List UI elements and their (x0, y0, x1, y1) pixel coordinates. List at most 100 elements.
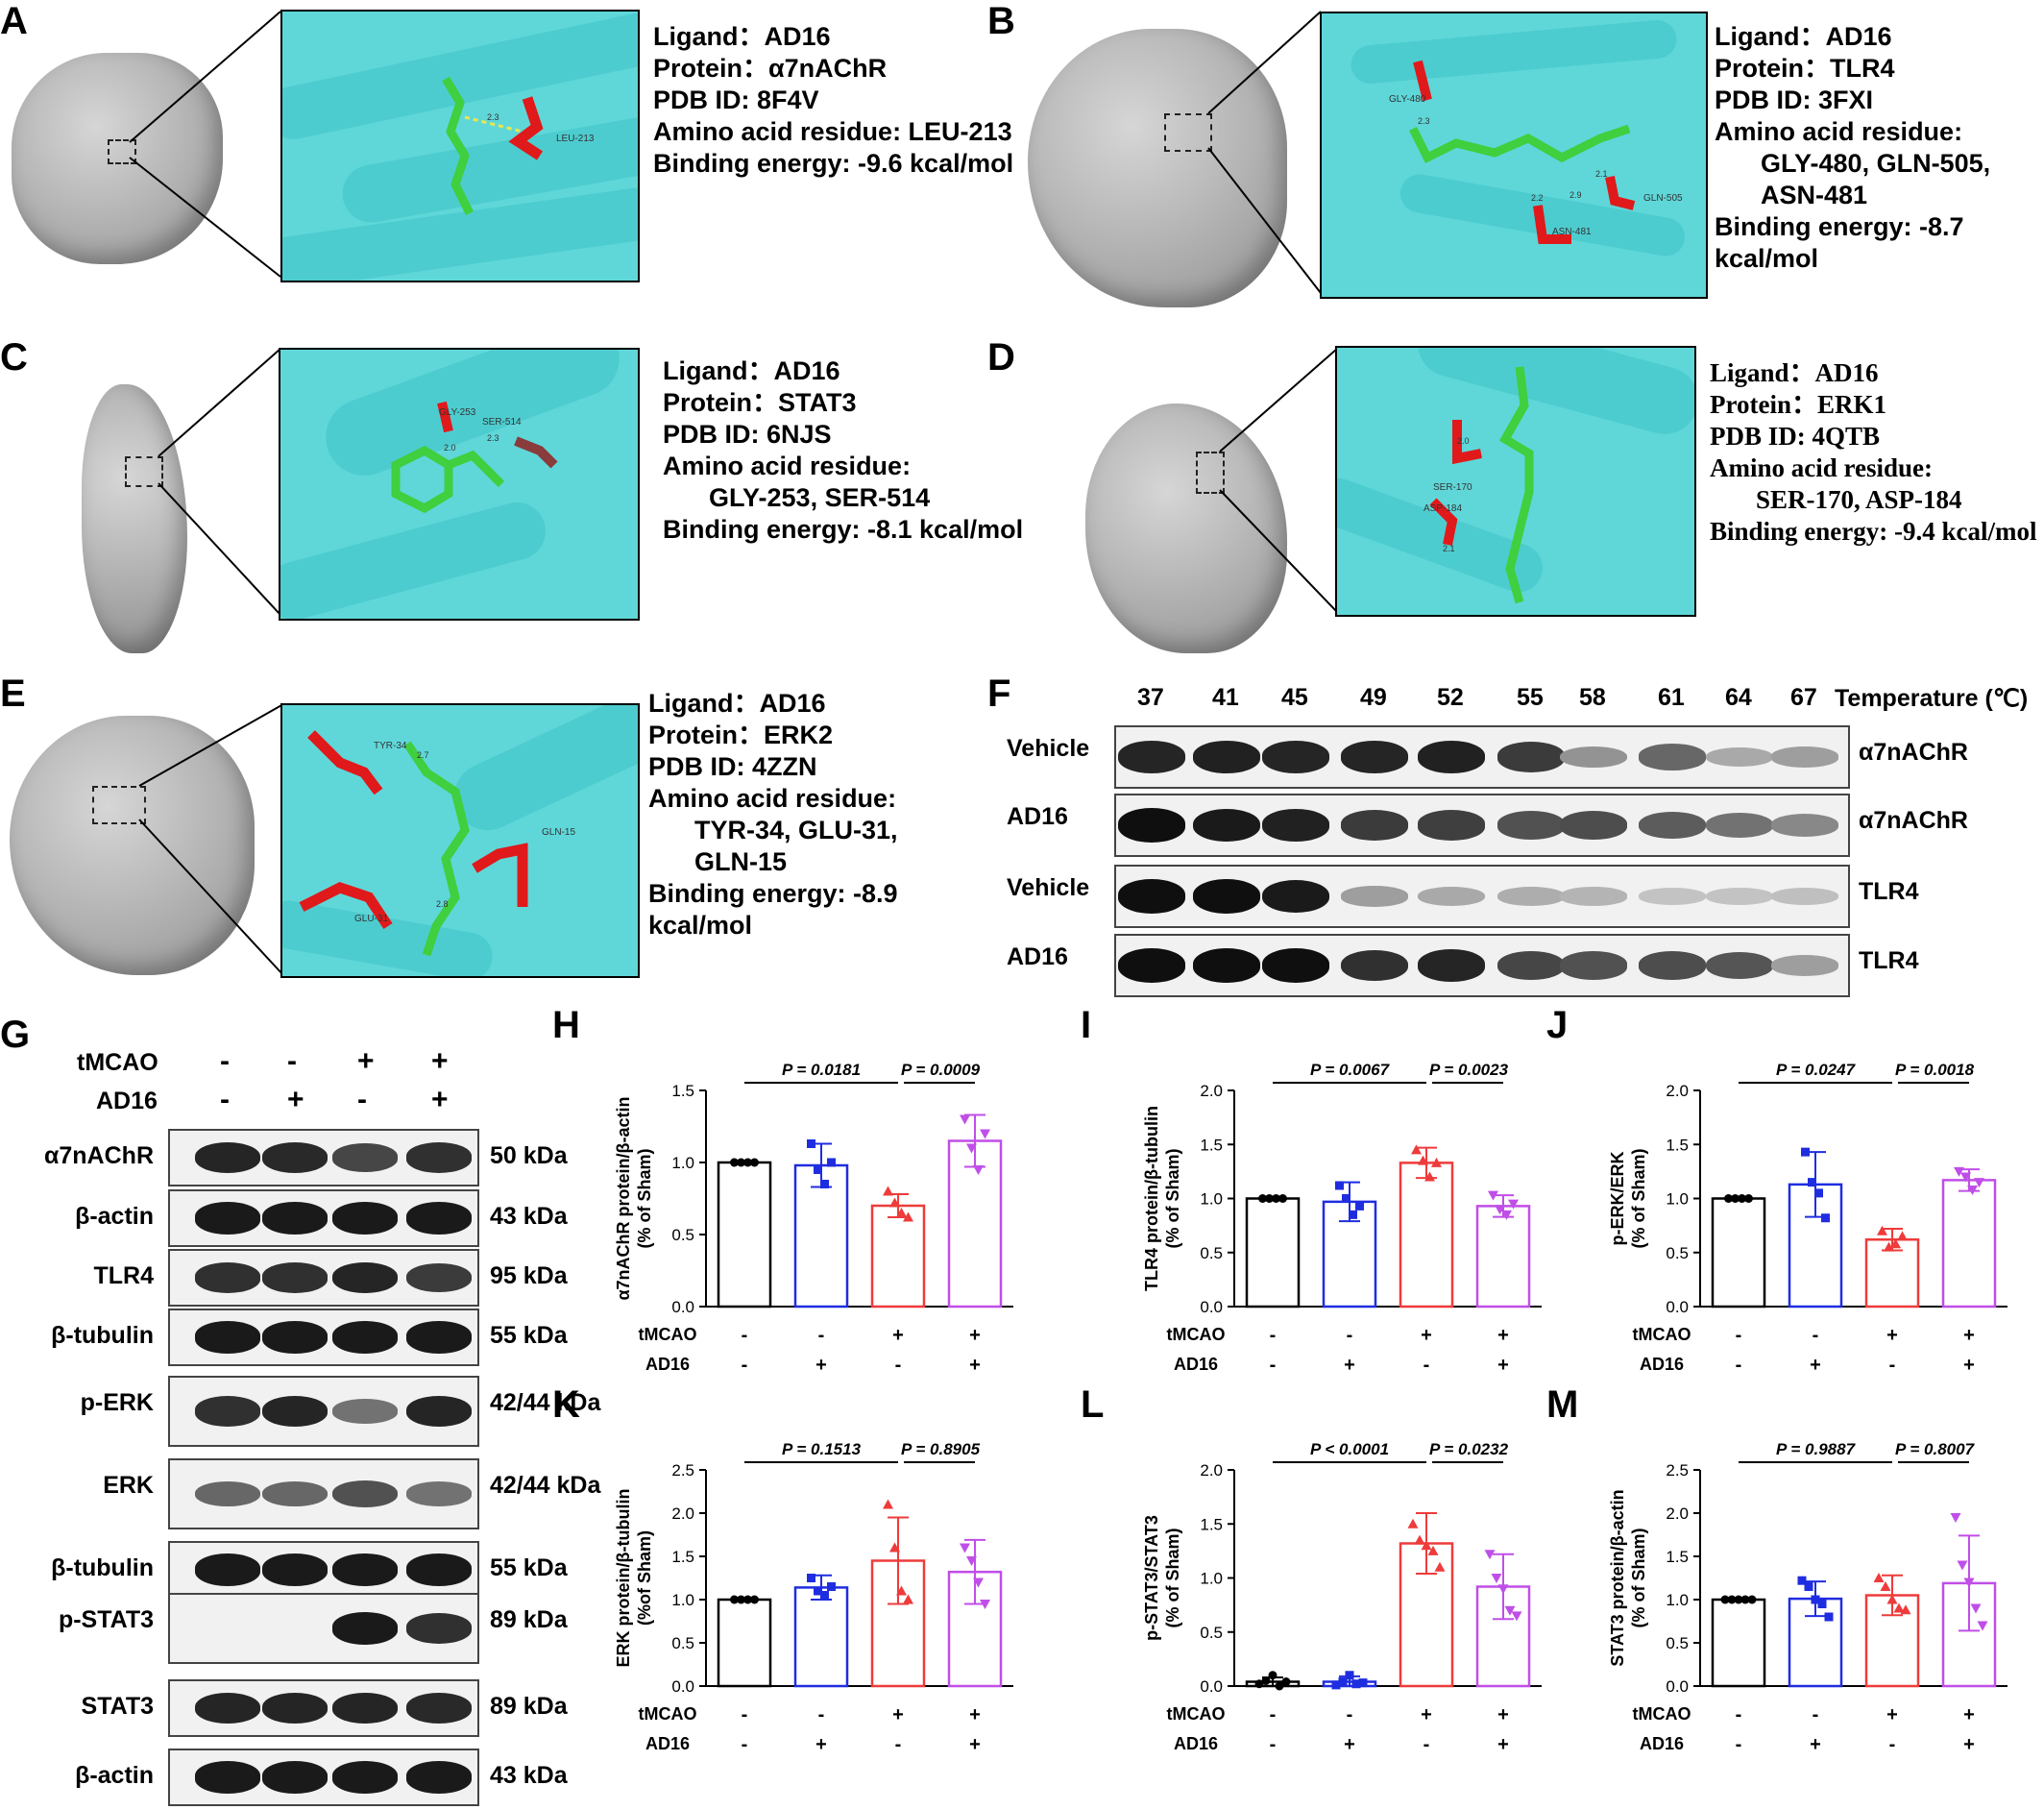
data-point (1349, 1210, 1357, 1219)
protein-band (1341, 741, 1408, 773)
info-d-line-2: PDB ID: 4QTB (1710, 422, 1881, 451)
ad16-sign: + (815, 1734, 827, 1755)
p-value-label: P = 0.0067 (1310, 1061, 1391, 1079)
data-point (1724, 1194, 1733, 1203)
data-point (1727, 1595, 1737, 1604)
p-value-label: P = 0.0009 (901, 1061, 981, 1079)
y-axis-label: (% of Sham) (1163, 1148, 1182, 1248)
data-point (827, 1582, 836, 1591)
protein-band (332, 1480, 398, 1508)
protein-band (262, 1262, 328, 1293)
residue-label-e-1: GLU-31 (354, 914, 388, 924)
g-ad16-sign: + (431, 1084, 449, 1115)
y-tick-label: 1.0 (1200, 1190, 1223, 1209)
zoom-view-b: GLY-480 GLN-505 ASN-481 2.3 2.1 2.2 2.9 (1320, 12, 1708, 299)
blot-row-protein-label: α7nAChR (1859, 807, 1968, 834)
y-tick-label: 1.0 (671, 1591, 694, 1609)
bar (870, 1204, 926, 1309)
protein-band (406, 1321, 472, 1354)
data-point (1811, 1595, 1820, 1604)
protein-band (406, 1761, 472, 1794)
data-point (960, 1114, 970, 1125)
y-tick-label: 2.0 (1200, 1082, 1223, 1100)
blot-row-left-label: Vehicle (1007, 874, 1090, 901)
y-axis-label: (% of Sham) (1629, 1148, 1648, 1248)
info-d-line-3: Amino acid residue: (1710, 453, 1934, 482)
tmcao-sign: - (1270, 1325, 1277, 1346)
data-point (1407, 1518, 1419, 1529)
residue-label-b-1: GLN-505 (1643, 193, 1683, 204)
data-point (1421, 1540, 1432, 1551)
ad16-sign: + (1963, 1734, 1975, 1755)
data-point (1427, 1545, 1439, 1555)
y-axis-label: (% of Sham) (1629, 1528, 1648, 1627)
y-tick-label: 1.5 (1200, 1515, 1223, 1533)
y-tick-label: 1.5 (1200, 1136, 1223, 1154)
data-point (737, 1595, 745, 1604)
data-point (1900, 1604, 1911, 1615)
wb-kda-label: 55 kDa (490, 1554, 568, 1581)
info-e-line-7: kcal/mol (648, 911, 753, 940)
info-d: Ligand：AD16 Protein：ERK1 PDB ID: 4QTB Am… (1710, 357, 2037, 548)
data-point (1331, 1680, 1341, 1690)
protein-band (195, 1202, 260, 1235)
data-point (814, 1586, 822, 1596)
bar-chart-l: L 0.0 0.5 1.0 1.5 2.0 p-STAT3/STAT3 (% of Sham)… (1081, 1383, 1542, 1755)
distance-label-b-2: 2.2 (1531, 193, 1544, 203)
panel-label-m: M (1546, 1383, 1578, 1426)
data-point (1491, 1574, 1502, 1583)
ad16-row-label: AD16 (1640, 1355, 1684, 1374)
zoom-view-e: TYR-34 GLU-31 GLN-15 2.7 2.8 (280, 703, 640, 978)
protein-band (1560, 887, 1627, 906)
temperature-label: 61 (1658, 684, 1685, 711)
ad16-sign: - (895, 1734, 902, 1755)
protein-band (195, 1761, 260, 1794)
tmcao-sign: - (1736, 1704, 1742, 1725)
binding-site-box-a (108, 139, 136, 164)
ad16-row-label: AD16 (1174, 1355, 1218, 1374)
data-point (743, 1158, 752, 1167)
data-point (980, 1129, 990, 1139)
wb-protein-label: β-tubulin (51, 1322, 154, 1349)
data-point (883, 1499, 893, 1509)
bar-chart-h: H 0.0 0.5 1.0 1.5 α7nAChR protein/β-actin (% o… (552, 1004, 1013, 1376)
p-value-label: P = 0.9887 (1776, 1440, 1857, 1458)
data-point (1734, 1595, 1743, 1604)
data-point (1504, 1605, 1516, 1616)
ad16-sign: + (969, 1734, 981, 1755)
y-tick-label: 0.5 (1200, 1244, 1223, 1262)
data-point (1893, 1602, 1905, 1613)
cetsa-blot-strip (1114, 725, 1850, 789)
g-ad16-sign: + (287, 1084, 304, 1115)
protein-band (1262, 741, 1329, 773)
data-point (1424, 1171, 1435, 1182)
panel-label-c: C (0, 336, 28, 379)
tmcao-sign: + (892, 1325, 904, 1346)
ad16-sign: - (1424, 1734, 1430, 1755)
data-point (1804, 1582, 1813, 1591)
y-tick-label: 0.5 (671, 1226, 694, 1244)
panel-label-j: J (1546, 1004, 1568, 1046)
y-tick-label: 0.5 (1200, 1624, 1223, 1642)
protein-band (406, 1693, 472, 1724)
data-point (883, 1186, 893, 1196)
tmcao-sign: - (818, 1704, 825, 1725)
info-e-line-5: GLN-15 (694, 847, 788, 876)
ad16-sign: + (1344, 1355, 1355, 1376)
data-point (1342, 1194, 1350, 1203)
data-point (1275, 1681, 1284, 1691)
ad16-sign: - (1424, 1355, 1430, 1376)
y-tick-label: 0.0 (1666, 1298, 1689, 1316)
info-c-line-3: Amino acid residue: (663, 452, 912, 480)
info-b: Ligand：AD16 Protein：TLR4 PDB ID: 3FXI Am… (1715, 21, 1990, 275)
protein-band (262, 1202, 328, 1235)
p-value-label: P = 0.0018 (1895, 1061, 1975, 1079)
protein-band (1639, 951, 1706, 980)
protein-surface-a (12, 53, 223, 264)
data-point (750, 1158, 759, 1167)
residue-label-e-0: TYR-34 (374, 741, 407, 751)
info-e-line-3: Amino acid residue: (648, 784, 897, 813)
tmcao-sign: - (742, 1325, 748, 1346)
protein-band (1497, 742, 1565, 772)
y-tick-label: 2.5 (671, 1461, 694, 1480)
